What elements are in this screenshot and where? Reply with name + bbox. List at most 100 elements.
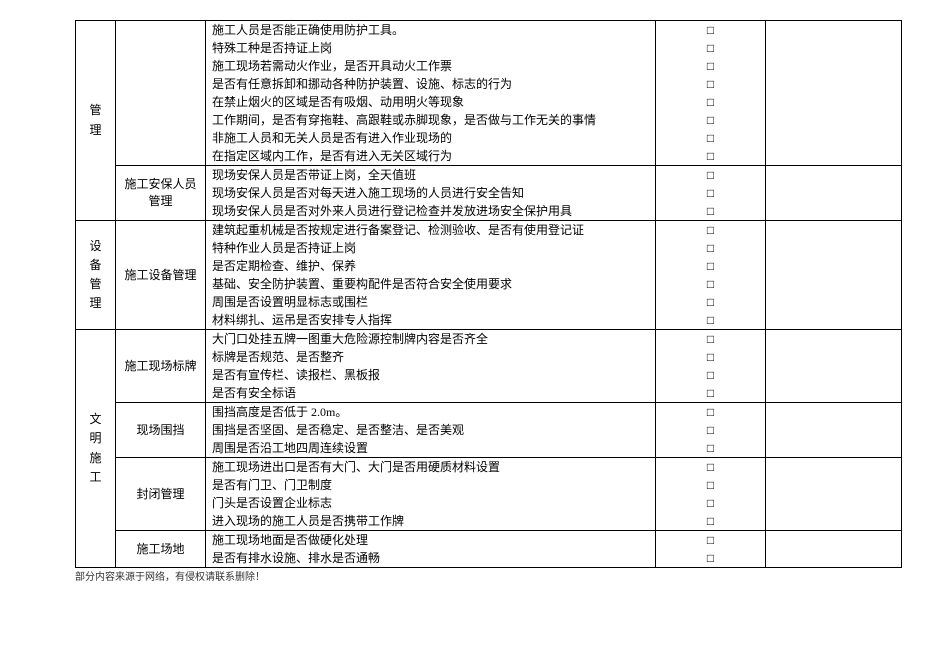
item-text-cell: 是否有排水设施、排水是否通畅	[206, 549, 656, 568]
item-text-cell: 工作期间，是否有穿拖鞋、高跟鞋或赤脚现象，是否做与工作无关的事情	[206, 111, 656, 129]
checkbox: □	[656, 512, 766, 531]
remark-cell	[766, 421, 902, 439]
sub-label: 现场围挡	[116, 403, 206, 458]
item-text-cell: 进入现场的施工人员是否携带工作牌	[206, 512, 656, 531]
remark-cell	[766, 184, 902, 202]
item-text-cell: 施工现场进出口是否有大门、大门是否用硬质材料设置	[206, 458, 656, 477]
checkbox: □	[656, 147, 766, 166]
remark-cell	[766, 21, 902, 40]
item-text-cell: 建筑起重机械是否按规定进行备案登记、检测验收、是否有使用登记证	[206, 221, 656, 240]
item-text-cell: 是否有宣传栏、读报栏、黑板报	[206, 366, 656, 384]
item-text-cell: 基础、安全防护装置、重要构配件是否符合安全使用要求	[206, 275, 656, 293]
checkbox: □	[656, 184, 766, 202]
remark-cell	[766, 311, 902, 330]
checkbox: □	[656, 293, 766, 311]
remark-cell	[766, 330, 902, 349]
checkbox: □	[656, 111, 766, 129]
remark-cell	[766, 275, 902, 293]
remark-cell	[766, 531, 902, 550]
remark-cell	[766, 403, 902, 422]
item-text-cell: 周围是否沿工地四周连续设置	[206, 439, 656, 458]
checkbox: □	[656, 257, 766, 275]
checkbox: □	[656, 549, 766, 568]
item-text-cell: 围挡高度是否低于 2.0m。	[206, 403, 656, 422]
inspection-table: 管理施工人员是否能正确使用防护工具。□特殊工种是否持证上岗□施工现场若需动火作业…	[75, 20, 902, 568]
remark-cell	[766, 93, 902, 111]
checkbox: □	[656, 39, 766, 57]
checkbox: □	[656, 494, 766, 512]
checkbox: □	[656, 93, 766, 111]
remark-cell	[766, 476, 902, 494]
remark-cell	[766, 348, 902, 366]
checkbox: □	[656, 21, 766, 40]
remark-cell	[766, 257, 902, 275]
item-text-cell: 现场安保人员是否带证上岗，全天值班	[206, 166, 656, 185]
remark-cell	[766, 221, 902, 240]
item-text-cell: 大门口处挂五牌一图重大危险源控制牌内容是否齐全	[206, 330, 656, 349]
remark-cell	[766, 111, 902, 129]
item-text-cell: 现场安保人员是否对外来人员进行登记检查并发放进场安全保护用具	[206, 202, 656, 221]
remark-cell	[766, 494, 902, 512]
remark-cell	[766, 239, 902, 257]
checkbox: □	[656, 166, 766, 185]
checkbox: □	[656, 458, 766, 477]
remark-cell	[766, 166, 902, 185]
checkbox: □	[656, 129, 766, 147]
remark-cell	[766, 384, 902, 403]
sub-label: 施工安保人员管理	[116, 166, 206, 221]
checkbox: □	[656, 75, 766, 93]
item-text-cell: 特殊工种是否持证上岗	[206, 39, 656, 57]
item-text-cell: 施工人员是否能正确使用防护工具。	[206, 21, 656, 40]
item-text-cell: 门头是否设置企业标志	[206, 494, 656, 512]
section-label: 设备管理	[76, 221, 116, 330]
checkbox: □	[656, 476, 766, 494]
checkbox: □	[656, 348, 766, 366]
checkbox: □	[656, 275, 766, 293]
remark-cell	[766, 439, 902, 458]
remark-cell	[766, 39, 902, 57]
item-text-cell: 标牌是否规范、是否整齐	[206, 348, 656, 366]
section-label: 文明施工	[76, 330, 116, 568]
checkbox: □	[656, 239, 766, 257]
checkbox: □	[656, 403, 766, 422]
checkbox: □	[656, 330, 766, 349]
checkbox: □	[656, 531, 766, 550]
checkbox: □	[656, 221, 766, 240]
item-text-cell: 非施工人员和无关人员是否有进入作业现场的	[206, 129, 656, 147]
item-text-cell: 材料绑扎、运吊是否安排专人指挥	[206, 311, 656, 330]
footer-note: 部分内容来源于网络，有侵权请联系删除！	[75, 572, 265, 584]
checkbox: □	[656, 384, 766, 403]
remark-cell	[766, 75, 902, 93]
item-text-cell: 围挡是否坚固、是否稳定、是否整洁、是否美观	[206, 421, 656, 439]
item-text-cell: 周围是否设置明显标志或围栏	[206, 293, 656, 311]
sub-label: 施工设备管理	[116, 221, 206, 330]
item-text-cell: 特种作业人员是否持证上岗	[206, 239, 656, 257]
sub-label: 封闭管理	[116, 458, 206, 531]
section-label: 管理	[76, 21, 116, 221]
remark-cell	[766, 366, 902, 384]
remark-cell	[766, 458, 902, 477]
item-text-cell: 施工现场若需动火作业，是否开具动火工作票	[206, 57, 656, 75]
item-text-cell: 是否有任意拆卸和挪动各种防护装置、设施、标志的行为	[206, 75, 656, 93]
item-text-cell: 是否定期检查、维护、保养	[206, 257, 656, 275]
remark-cell	[766, 202, 902, 221]
remark-cell	[766, 293, 902, 311]
item-text-cell: 施工现场地面是否做硬化处理	[206, 531, 656, 550]
checkbox: □	[656, 366, 766, 384]
remark-cell	[766, 129, 902, 147]
checkbox: □	[656, 57, 766, 75]
remark-cell	[766, 512, 902, 531]
item-text-cell: 是否有门卫、门卫制度	[206, 476, 656, 494]
item-text-cell: 在禁止烟火的区域是否有吸烟、动用明火等现象	[206, 93, 656, 111]
remark-cell	[766, 57, 902, 75]
checkbox: □	[656, 311, 766, 330]
item-text-cell: 在指定区域内工作，是否有进入无关区域行为	[206, 147, 656, 166]
sub-label: 施工现场标牌	[116, 330, 206, 403]
sub-label	[116, 21, 206, 166]
sub-label: 施工场地	[116, 531, 206, 568]
item-text-cell: 是否有安全标语	[206, 384, 656, 403]
remark-cell	[766, 147, 902, 166]
item-text-cell: 现场安保人员是否对每天进入施工现场的人员进行安全告知	[206, 184, 656, 202]
checkbox: □	[656, 439, 766, 458]
remark-cell	[766, 549, 902, 568]
